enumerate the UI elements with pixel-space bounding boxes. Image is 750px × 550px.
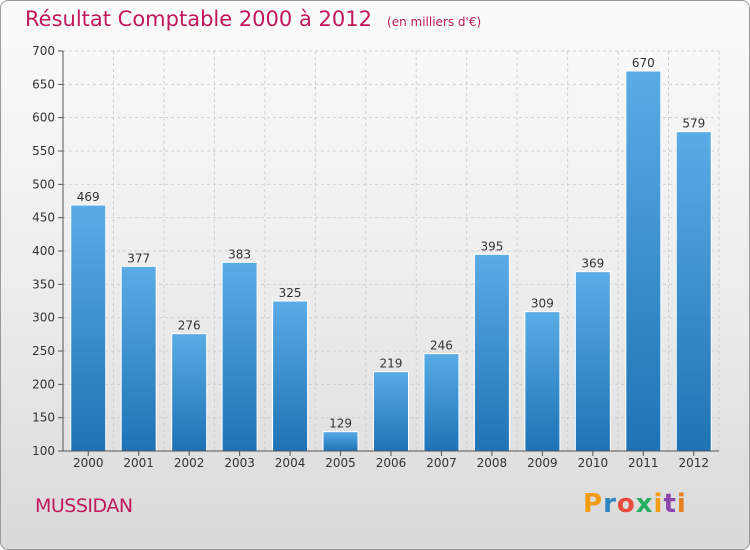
bar-2007 (423, 353, 460, 452)
bar-value-label: 369 (581, 257, 604, 271)
x-tick-label: 2004 (275, 456, 306, 470)
title-block: Résultat Comptable 2000 à 2012 (en milli… (25, 7, 481, 31)
x-tick-label: 2007 (426, 456, 457, 470)
bar-value-label: 579 (682, 117, 705, 131)
bar-value-label: 325 (279, 286, 302, 300)
x-tick-label: 2000 (73, 456, 104, 470)
x-tick-label: 2008 (477, 456, 508, 470)
bars (70, 70, 712, 452)
x-tick-label: 2005 (325, 456, 356, 470)
bar-2010 (574, 271, 611, 452)
bar-2012 (675, 131, 712, 452)
y-tick-label: 300 (32, 311, 55, 325)
bar-value-label: 670 (632, 56, 655, 70)
x-tick-label: 2003 (224, 456, 255, 470)
bar-2001 (120, 265, 157, 452)
bar-2008 (473, 253, 510, 452)
labels: 100 150 200 250 300 350 400 450 500 550 600 650 700 4… (32, 44, 709, 470)
bar-value-label: 309 (531, 297, 554, 311)
bar-value-label: 377 (127, 251, 150, 265)
y-tick-label: 250 (32, 344, 55, 358)
bar-2006 (373, 371, 409, 452)
x-tick-label: 2002 (174, 456, 205, 470)
x-tick-label: 2006 (376, 456, 407, 470)
y-tick-label: 150 (32, 411, 55, 425)
bar-value-label: 129 (329, 417, 352, 431)
logo-letter: P (583, 489, 604, 519)
y-tick-label: 400 (32, 244, 55, 258)
y-tick-label: 100 (32, 444, 55, 458)
bar-value-label: 469 (77, 190, 100, 204)
y-tick-label: 350 (32, 277, 55, 291)
bar-2005 (322, 431, 359, 452)
y-tick-label: 600 (32, 111, 55, 125)
y-tick-label: 200 (32, 377, 55, 391)
bar-2011 (625, 70, 662, 452)
bar-2003 (221, 261, 258, 452)
city-name: MUSSIDAN (35, 495, 133, 517)
bar-value-label: 219 (380, 357, 403, 371)
bar-2002 (171, 333, 208, 452)
axes (58, 50, 719, 456)
x-tick-label: 2011 (628, 456, 659, 470)
bar-2000 (70, 204, 107, 452)
bar-value-label: 395 (480, 239, 503, 253)
bar-value-label: 383 (228, 247, 251, 261)
y-tick-label: 500 (32, 177, 55, 191)
chart-title: Résultat Comptable 2000 à 2012 (25, 7, 372, 31)
logo-letter: r (603, 489, 617, 519)
logo-letter: t (663, 489, 677, 519)
x-tick-label: 2009 (527, 456, 558, 470)
x-tick-label: 2001 (123, 456, 154, 470)
y-tick-label: 700 (32, 44, 55, 58)
proxiti-logo: Proxiti (583, 489, 687, 519)
bar-value-label: 276 (178, 319, 201, 333)
y-tick-label: 450 (32, 211, 55, 225)
logo-letter: i (676, 489, 687, 519)
logo-letter: x (635, 489, 654, 519)
x-tick-label: 2010 (578, 456, 609, 470)
bar-2004 (272, 300, 309, 452)
x-tick-label: 2012 (678, 456, 709, 470)
chart-subtitle: (en milliers d'€) (387, 15, 482, 29)
bar-value-label: 246 (430, 339, 453, 353)
y-tick-label: 650 (32, 77, 55, 91)
logo-letter: o (616, 489, 636, 519)
logo-letter: i (653, 489, 664, 519)
y-tick-label: 550 (32, 144, 55, 158)
bar-2009 (524, 311, 561, 452)
